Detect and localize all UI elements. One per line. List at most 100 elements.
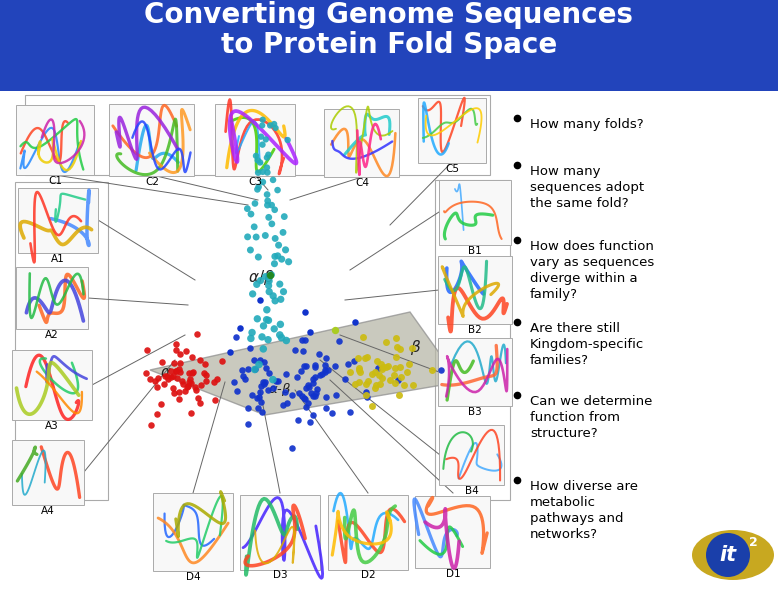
Point	[377, 373, 389, 383]
Point	[298, 394, 310, 404]
Point	[369, 368, 381, 377]
Point	[435, 366, 447, 375]
Point	[268, 383, 280, 392]
FancyBboxPatch shape	[215, 104, 295, 176]
Point	[248, 365, 261, 374]
Point	[391, 343, 403, 352]
Point	[257, 177, 269, 186]
Point	[277, 287, 289, 296]
Point	[237, 371, 249, 381]
Point	[373, 371, 386, 380]
Point	[244, 245, 257, 255]
Point	[307, 411, 319, 420]
Point	[268, 119, 280, 129]
Text: C2: C2	[145, 177, 159, 187]
Point	[170, 346, 182, 355]
Point	[342, 359, 355, 369]
Point	[286, 390, 299, 399]
Point	[253, 392, 265, 402]
Point	[195, 381, 208, 390]
Point	[184, 374, 196, 384]
Point	[321, 365, 334, 375]
Point	[198, 360, 211, 369]
Point	[252, 253, 265, 262]
Point	[258, 358, 270, 367]
Point	[359, 353, 371, 363]
Point	[362, 376, 374, 386]
Point	[256, 407, 268, 417]
Point	[143, 375, 156, 384]
FancyBboxPatch shape	[240, 494, 320, 569]
Text: A4: A4	[41, 506, 55, 516]
Point	[200, 370, 212, 379]
Point	[377, 362, 389, 372]
Point	[297, 346, 310, 356]
Point	[216, 356, 228, 365]
Point	[353, 377, 366, 386]
Point	[263, 368, 275, 378]
Point	[282, 135, 294, 145]
Point	[160, 372, 173, 381]
Point	[258, 321, 270, 330]
Point	[368, 384, 380, 393]
Text: B2: B2	[468, 325, 482, 335]
Point	[253, 360, 265, 369]
FancyBboxPatch shape	[418, 97, 486, 162]
Point	[295, 366, 307, 376]
Point	[321, 403, 333, 412]
Point	[149, 376, 162, 386]
Point	[398, 380, 411, 389]
Point	[272, 376, 284, 385]
Text: it: it	[720, 545, 737, 565]
Point	[261, 305, 273, 314]
Point	[352, 353, 364, 363]
Point	[186, 368, 198, 377]
FancyBboxPatch shape	[12, 350, 92, 420]
Point	[359, 388, 372, 397]
Point	[252, 168, 265, 178]
Point	[279, 369, 292, 379]
Point	[299, 307, 311, 317]
Point	[297, 393, 310, 402]
Point	[333, 336, 345, 345]
Point	[247, 289, 259, 299]
Point	[307, 391, 319, 401]
Point	[244, 334, 257, 343]
Text: Are there still
Kingdom-specific
families?: Are there still Kingdom-specific familie…	[530, 322, 644, 367]
Point	[308, 360, 321, 370]
Point	[272, 251, 284, 261]
Point	[278, 212, 290, 221]
Point	[252, 404, 265, 413]
Point	[380, 362, 392, 371]
Point	[373, 379, 386, 389]
Point	[257, 377, 269, 386]
Point	[251, 314, 264, 323]
Point	[318, 366, 331, 375]
Point	[185, 353, 198, 362]
Point	[304, 388, 317, 398]
Point	[183, 368, 195, 378]
Point	[366, 369, 378, 378]
Point	[372, 363, 384, 372]
Text: How diverse are
metabolic
pathways and
networks?: How diverse are metabolic pathways and n…	[530, 480, 638, 541]
Point	[174, 367, 187, 376]
Point	[261, 153, 273, 162]
Point	[173, 364, 185, 373]
Point	[308, 372, 321, 382]
Point	[261, 196, 274, 205]
Point	[380, 337, 392, 347]
FancyBboxPatch shape	[110, 104, 194, 176]
Point	[275, 294, 287, 304]
Point	[267, 291, 279, 300]
Point	[303, 327, 316, 337]
Point	[303, 417, 316, 427]
Point	[272, 241, 285, 250]
Point	[177, 379, 189, 389]
Point	[210, 375, 223, 384]
Point	[361, 352, 373, 362]
Point	[262, 335, 275, 345]
Point	[251, 394, 264, 403]
Text: D3: D3	[272, 571, 287, 581]
Point	[198, 368, 210, 377]
Point	[190, 385, 202, 394]
